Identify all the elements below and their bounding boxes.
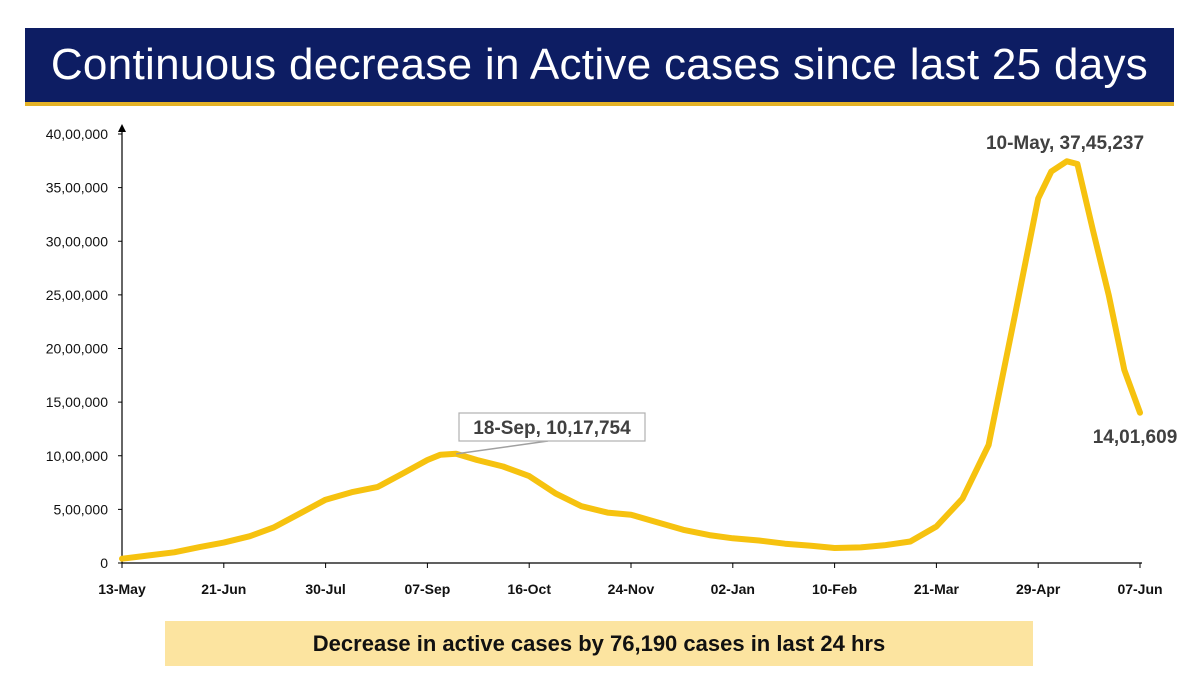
- x-tick-label: 02-Jan: [711, 581, 755, 597]
- y-tick-label: 20,00,000: [46, 341, 108, 357]
- footer-banner: Decrease in active cases by 76,190 cases…: [165, 621, 1033, 666]
- y-tick-label: 35,00,000: [46, 180, 108, 196]
- x-tick-label: 21-Mar: [914, 581, 960, 597]
- page-title: Continuous decrease in Active cases sinc…: [50, 40, 1149, 89]
- active-cases-series-line: [119, 158, 1143, 562]
- y-tick-label: 30,00,000: [46, 233, 108, 249]
- x-tick-label: 13-May: [98, 581, 146, 597]
- title-banner: Continuous decrease in Active cases sinc…: [25, 28, 1174, 106]
- x-tick-label: 07-Jun: [1117, 581, 1162, 597]
- y-tick-label: 15,00,000: [46, 394, 108, 410]
- x-tick-label: 24-Nov: [608, 581, 655, 597]
- annotation-may-peak: 10-May, 37,45,237: [986, 133, 1144, 154]
- y-tick-label: 40,00,000: [46, 126, 108, 142]
- x-tick-label: 16-Oct: [507, 581, 551, 597]
- chart-annotations: 18-Sep, 10,17,754 10-May, 37,45,237 14,01,…: [456, 133, 1178, 455]
- y-tick-label: 25,00,000: [46, 287, 108, 303]
- annotation-sep-peak: 18-Sep, 10,17,754: [473, 418, 631, 439]
- y-tick-label: 10,00,000: [46, 448, 108, 464]
- y-axis-ticks: 0 5,00,000 10,00,000 15,00,000 20,00,000 25,0…: [46, 126, 122, 571]
- annotation-leader-line: [456, 440, 549, 455]
- annotation-box: [458, 412, 646, 442]
- x-axis-ticks: 13-May 21-Jun 30-Jul 07-Sep 16-Oct 24-Nov 02-J…: [98, 563, 1163, 597]
- x-tick-label: 21-Jun: [201, 581, 246, 597]
- annotation-latest-value: 14,01,609: [1093, 427, 1178, 448]
- x-tick-label: 30-Jul: [305, 581, 345, 597]
- y-axis-arrow: [118, 124, 126, 132]
- x-tick-label: 07-Sep: [404, 581, 450, 597]
- x-tick-label: 29-Apr: [1016, 581, 1061, 597]
- y-tick-label: 0: [100, 555, 108, 571]
- footer-text: Decrease in active cases by 76,190 cases…: [312, 630, 886, 656]
- y-tick-label: 5,00,000: [54, 501, 109, 517]
- x-tick-label: 10-Feb: [812, 581, 857, 597]
